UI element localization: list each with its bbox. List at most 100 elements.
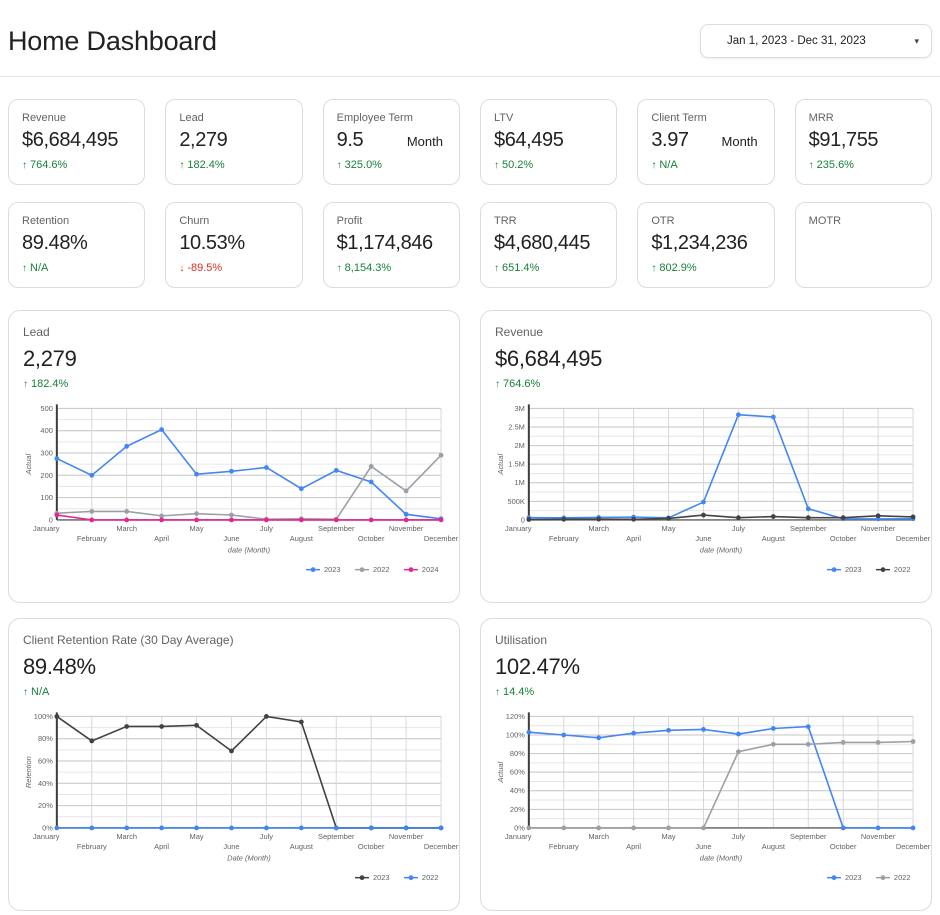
kpi-delta: ↑ 325.0% [337, 159, 447, 171]
kpi-unit: Month [721, 134, 758, 149]
chart-delta: ↑ 14.4% [495, 686, 923, 698]
delta-up-icon: ↑ [651, 262, 657, 274]
svg-text:June: June [223, 842, 239, 851]
svg-text:Retention: Retention [24, 756, 33, 788]
kpi-label: Client Term [651, 112, 707, 124]
svg-text:May: May [662, 524, 676, 533]
svg-text:December: December [896, 534, 931, 543]
svg-text:300: 300 [40, 448, 52, 457]
retention-line-chart: 0% 20% 40% 60% 80% 100% January February March Ap… [24, 712, 459, 882]
svg-text:June: June [223, 534, 239, 543]
delta-up-icon: ↑ [651, 159, 657, 171]
chart-title: Revenue [495, 325, 544, 339]
kpi-card-revenue: Revenue $6,684,495 ↑ 764.6% [8, 99, 146, 185]
svg-text:80%: 80% [510, 749, 525, 758]
svg-text:May: May [662, 832, 676, 841]
utilisation-line-chart: 0% 20% 40% 60% 80% 100% 120% January February Mar… [496, 712, 931, 882]
chart-title: Client Retention Rate (30 Day Average) [23, 633, 234, 647]
kpi-label: LTV [493, 112, 514, 124]
chart-panel-grid: Lead 2,279 ↑ 182.4% 0 100 200 300 400 500 Janua… [0, 300, 940, 915]
svg-text:April: April [626, 842, 641, 851]
svg-text:20%: 20% [38, 801, 53, 810]
delta-down-icon: ↓ [179, 262, 185, 274]
svg-text:February: February [549, 842, 579, 851]
kpi-value: $91,755 [808, 129, 879, 151]
svg-text:1.5M: 1.5M [508, 460, 525, 469]
kpi-value: 89.48% [22, 232, 88, 254]
kpi-card-retention: Retention 89.48% ↑ N/A [8, 202, 146, 288]
kpi-delta-value: 802.9% [659, 262, 697, 274]
kpi-label: MRR [808, 112, 834, 124]
svg-text:November: November [861, 524, 896, 533]
kpi-value: $6,684,495 [22, 129, 119, 151]
kpi-card-ltv: LTV $64,495 ↑ 50.2% [479, 99, 618, 185]
kpi-card-lead: Lead 2,279 ↑ 182.4% [165, 99, 303, 185]
kpi-delta-value: 764.6% [30, 159, 68, 171]
svg-text:Date (Month): Date (Month) [227, 854, 271, 863]
kpi-card-employee-term: Employee Term 9.5 Month ↑ 325.0% [322, 99, 460, 185]
kpi-value: $64,495 [493, 129, 564, 151]
svg-text:20%: 20% [510, 805, 525, 814]
svg-text:2023: 2023 [373, 873, 390, 882]
svg-text:November: November [389, 524, 424, 533]
kpi-label: Churn [179, 215, 210, 227]
kpi-label: Retention [22, 215, 70, 227]
kpi-label: TRR [493, 215, 517, 227]
kpi-delta-value: N/A [659, 159, 678, 171]
kpi-delta-value: 50.2% [501, 159, 534, 171]
svg-text:January: January [33, 524, 60, 533]
svg-text:0%: 0% [514, 823, 525, 832]
chart-panel-lead: Lead 2,279 ↑ 182.4% 0 100 200 300 400 500 Janua… [8, 310, 460, 603]
svg-text:July: July [732, 524, 746, 533]
kpi-label: Revenue [22, 112, 67, 124]
kpi-card-churn: Churn 10.53% ↓ -89.5% [165, 202, 303, 288]
svg-text:January: January [505, 524, 532, 533]
svg-text:400: 400 [40, 426, 52, 435]
delta-up-icon: ↑ [22, 159, 27, 171]
delta-up-icon: ↑ [23, 378, 28, 390]
kpi-value: $4,680,445 [493, 232, 591, 254]
svg-text:2022: 2022 [894, 565, 911, 574]
kpi-value: 10.53% [179, 232, 245, 254]
svg-text:April: April [154, 534, 169, 543]
svg-text:March: March [588, 524, 609, 533]
svg-text:200: 200 [40, 471, 52, 480]
svg-text:October: October [830, 842, 857, 851]
kpi-delta: ↑ 8,154.3% [337, 262, 447, 274]
kpi-label: Employee Term [336, 112, 413, 124]
delta-up-icon: ↑ [495, 378, 500, 390]
svg-text:60%: 60% [510, 768, 525, 777]
svg-text:March: March [116, 524, 137, 533]
kpi-delta-value: N/A [30, 262, 49, 274]
kpi-card-motr: MOTR [794, 202, 932, 288]
kpi-delta: ↑ 651.4% [494, 262, 604, 274]
kpi-label: OTR [651, 215, 675, 227]
kpi-delta-value: 651.4% [501, 262, 540, 274]
svg-text:0: 0 [49, 515, 53, 524]
svg-text:September: September [318, 832, 355, 841]
svg-text:0: 0 [521, 515, 525, 524]
svg-text:Actual: Actual [24, 453, 33, 475]
svg-text:November: November [389, 832, 424, 841]
date-range-selector[interactable]: Jan 1, 2023 - Dec 31, 2023 ▾ [700, 24, 932, 58]
lead-line-chart: 0 100 200 300 400 500 January February March Apri… [24, 404, 459, 574]
svg-text:2023: 2023 [845, 565, 862, 574]
svg-text:2023: 2023 [324, 565, 341, 574]
svg-text:September: September [790, 832, 827, 841]
svg-text:May: May [190, 832, 204, 841]
svg-text:February: February [77, 534, 107, 543]
chart-title: Utilisation [495, 633, 548, 647]
svg-text:Actual: Actual [496, 453, 505, 475]
svg-text:100%: 100% [34, 712, 53, 721]
kpi-delta: ↑ 182.4% [179, 159, 289, 171]
svg-text:500K: 500K [507, 497, 524, 506]
svg-text:January: January [33, 832, 60, 841]
svg-text:July: July [260, 524, 274, 533]
chart-value: 102.47% [495, 654, 580, 679]
kpi-value: $1,174,846 [336, 232, 434, 254]
svg-text:August: August [762, 842, 786, 851]
svg-text:80%: 80% [38, 734, 53, 743]
svg-text:60%: 60% [38, 756, 53, 765]
svg-text:February: February [549, 534, 579, 543]
svg-text:November: November [861, 832, 896, 841]
